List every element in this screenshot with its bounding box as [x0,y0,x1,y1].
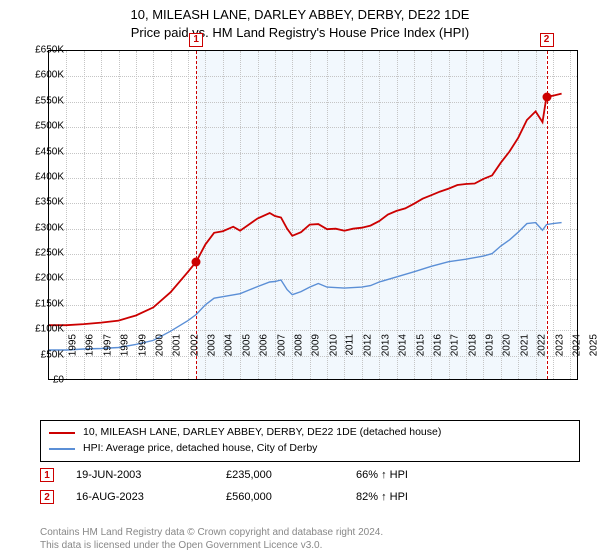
x-tick-label: 1997 [102,334,113,356]
x-tick-label: 1999 [137,334,148,356]
sale-marker-badge: 2 [540,33,554,47]
x-tick-label: 2021 [519,334,530,356]
x-tick-label: 1996 [85,334,96,356]
sale-date-1: 19-JUN-2003 [76,469,226,481]
footer: Contains HM Land Registry data © Crown c… [40,526,383,552]
sales-table: 1 19-JUN-2003 £235,000 66% ↑ HPI 2 16-AU… [40,464,580,508]
x-tick-label: 2006 [258,334,269,356]
y-tick-label: £350K [35,197,64,208]
series-property [49,94,562,326]
x-tick-label: 1998 [119,334,130,356]
x-tick-label: 2005 [241,334,252,356]
sales-row-2: 2 16-AUG-2023 £560,000 82% ↑ HPI [40,486,580,508]
legend: 10, MILEASH LANE, DARLEY ABBEY, DERBY, D… [40,420,580,462]
sale-price-1: £235,000 [226,469,356,481]
x-tick-label: 2008 [293,334,304,356]
x-tick-label: 2016 [432,334,443,356]
sale-badge-2: 2 [40,490,54,504]
y-tick-label: £550K [35,95,64,106]
x-tick-label: 1995 [67,334,78,356]
sale-price-2: £560,000 [226,491,356,503]
x-tick-label: 2019 [484,334,495,356]
x-tick-label: 2004 [224,334,235,356]
y-tick-label: £400K [35,171,64,182]
y-tick-label: £600K [35,70,64,81]
x-tick-label: 2024 [571,334,582,356]
x-tick-label: 2015 [415,334,426,356]
chart-title: 10, MILEASH LANE, DARLEY ABBEY, DERBY, D… [0,0,600,41]
chart-lines [49,51,579,381]
x-tick-label: 2014 [397,334,408,356]
x-tick-label: 2022 [536,334,547,356]
sale-date-2: 16-AUG-2023 [76,491,226,503]
legend-row-hpi: HPI: Average price, detached house, City… [49,441,571,457]
sales-row-1: 1 19-JUN-2003 £235,000 66% ↑ HPI [40,464,580,486]
y-tick-label: £0 [53,375,64,386]
footer-line-1: Contains HM Land Registry data © Crown c… [40,526,383,539]
legend-label-hpi: HPI: Average price, detached house, City… [83,441,317,457]
title-line-2: Price paid vs. HM Land Registry's House … [0,24,600,42]
x-tick-label: 2002 [189,334,200,356]
legend-row-property: 10, MILEASH LANE, DARLEY ABBEY, DERBY, D… [49,425,571,441]
x-tick-label: 2010 [328,334,339,356]
y-tick-label: £450K [35,146,64,157]
x-tick-label: 2020 [502,334,513,356]
plot-area: 12 [48,50,578,380]
x-tick-label: 2003 [206,334,217,356]
legend-label-property: 10, MILEASH LANE, DARLEY ABBEY, DERBY, D… [83,425,441,441]
x-tick-label: 2011 [345,334,356,356]
x-tick-label: 2025 [589,334,600,356]
y-tick-label: £150K [35,298,64,309]
sale-hpi-1: 66% ↑ HPI [356,469,580,481]
y-tick-label: £200K [35,273,64,284]
x-tick-label: 2000 [154,334,165,356]
x-tick-label: 2009 [311,334,322,356]
y-tick-label: £100K [35,324,64,335]
x-tick-label: 2012 [363,334,374,356]
sale-hpi-2: 82% ↑ HPI [356,491,580,503]
chart-area: 12 [48,50,578,380]
y-tick-label: £50K [41,349,64,360]
y-tick-label: £250K [35,248,64,259]
legend-swatch-property [49,432,75,434]
y-tick-label: £650K [35,45,64,56]
x-tick-label: 2007 [276,334,287,356]
sale-marker-badge: 1 [189,33,203,47]
legend-swatch-hpi [49,448,75,450]
series-hpi [49,223,562,350]
y-tick-label: £500K [35,121,64,132]
title-line-1: 10, MILEASH LANE, DARLEY ABBEY, DERBY, D… [0,6,600,24]
sale-badge-1: 1 [40,468,54,482]
x-tick-label: 2018 [467,334,478,356]
x-tick-label: 2023 [554,334,565,356]
x-tick-label: 2001 [172,334,183,356]
x-tick-label: 2017 [450,334,461,356]
x-tick-label: 2013 [380,334,391,356]
y-tick-label: £300K [35,222,64,233]
footer-line-2: This data is licensed under the Open Gov… [40,539,383,552]
